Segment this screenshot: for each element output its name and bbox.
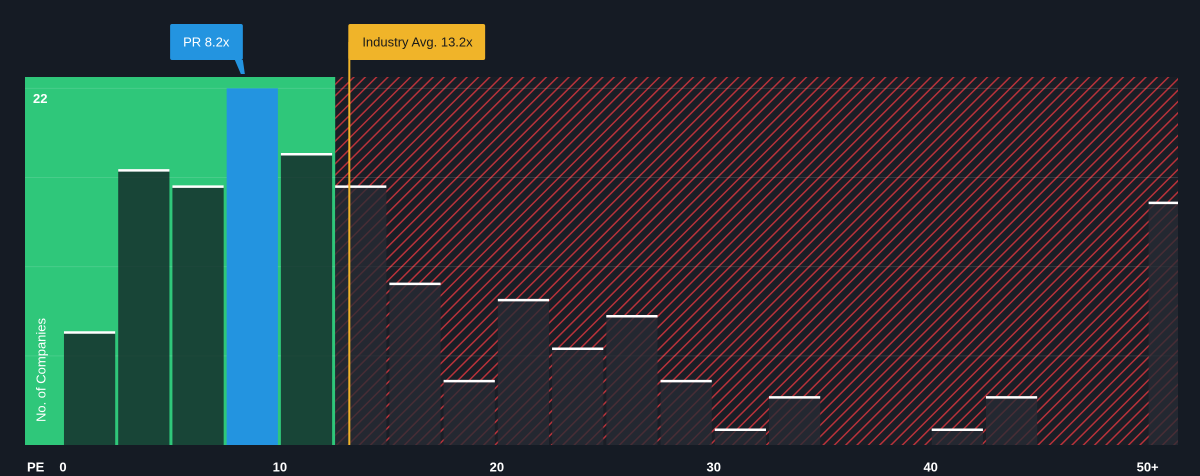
bar [335, 185, 387, 445]
bar [660, 380, 712, 445]
bar [606, 315, 658, 445]
bar-group [768, 396, 821, 445]
bar [931, 428, 983, 445]
company-callout [170, 24, 243, 60]
bar-group [63, 331, 116, 445]
x-tick-label: 30 [707, 459, 721, 474]
x-tick-label: 50+ [1137, 459, 1159, 474]
industry-label: Industry Avg. 13.2x [362, 34, 473, 49]
industry-callout [348, 24, 486, 60]
bar-group [172, 185, 224, 445]
bar [389, 282, 441, 445]
bar-group [985, 396, 1038, 445]
bar [63, 331, 116, 445]
bar [172, 185, 224, 445]
bar-group [660, 379, 712, 445]
x-tick-label: 0 [59, 459, 66, 474]
x-tick-label: 20 [490, 459, 504, 474]
bar-group [606, 315, 658, 445]
bar-group [443, 379, 495, 445]
bar [443, 380, 495, 445]
bar [226, 88, 278, 445]
company-pointer [234, 60, 245, 74]
bar-group [497, 298, 550, 445]
bar [552, 347, 604, 445]
x-tick-label: 10 [273, 459, 287, 474]
bar-group [226, 88, 278, 445]
bar-group [280, 152, 333, 445]
bar [714, 428, 766, 445]
bar-group [335, 185, 387, 445]
bar [280, 153, 333, 445]
bar [985, 396, 1038, 445]
company-label: PR 8.2x [183, 34, 230, 49]
x-axis-label: PE [27, 459, 45, 474]
bar [768, 396, 821, 445]
y-axis-label: No. of Companies [33, 317, 48, 422]
x-tick-label: 40 [923, 459, 937, 474]
bar [497, 299, 550, 445]
bar-group [931, 428, 983, 445]
bar-group [1148, 201, 1178, 445]
bar-group [118, 169, 170, 445]
y-tick-label: 22 [33, 91, 47, 106]
bar [118, 169, 170, 445]
bar-group [552, 347, 604, 445]
bar [1148, 201, 1178, 445]
bar-group [714, 428, 766, 445]
bar-group [389, 282, 441, 445]
